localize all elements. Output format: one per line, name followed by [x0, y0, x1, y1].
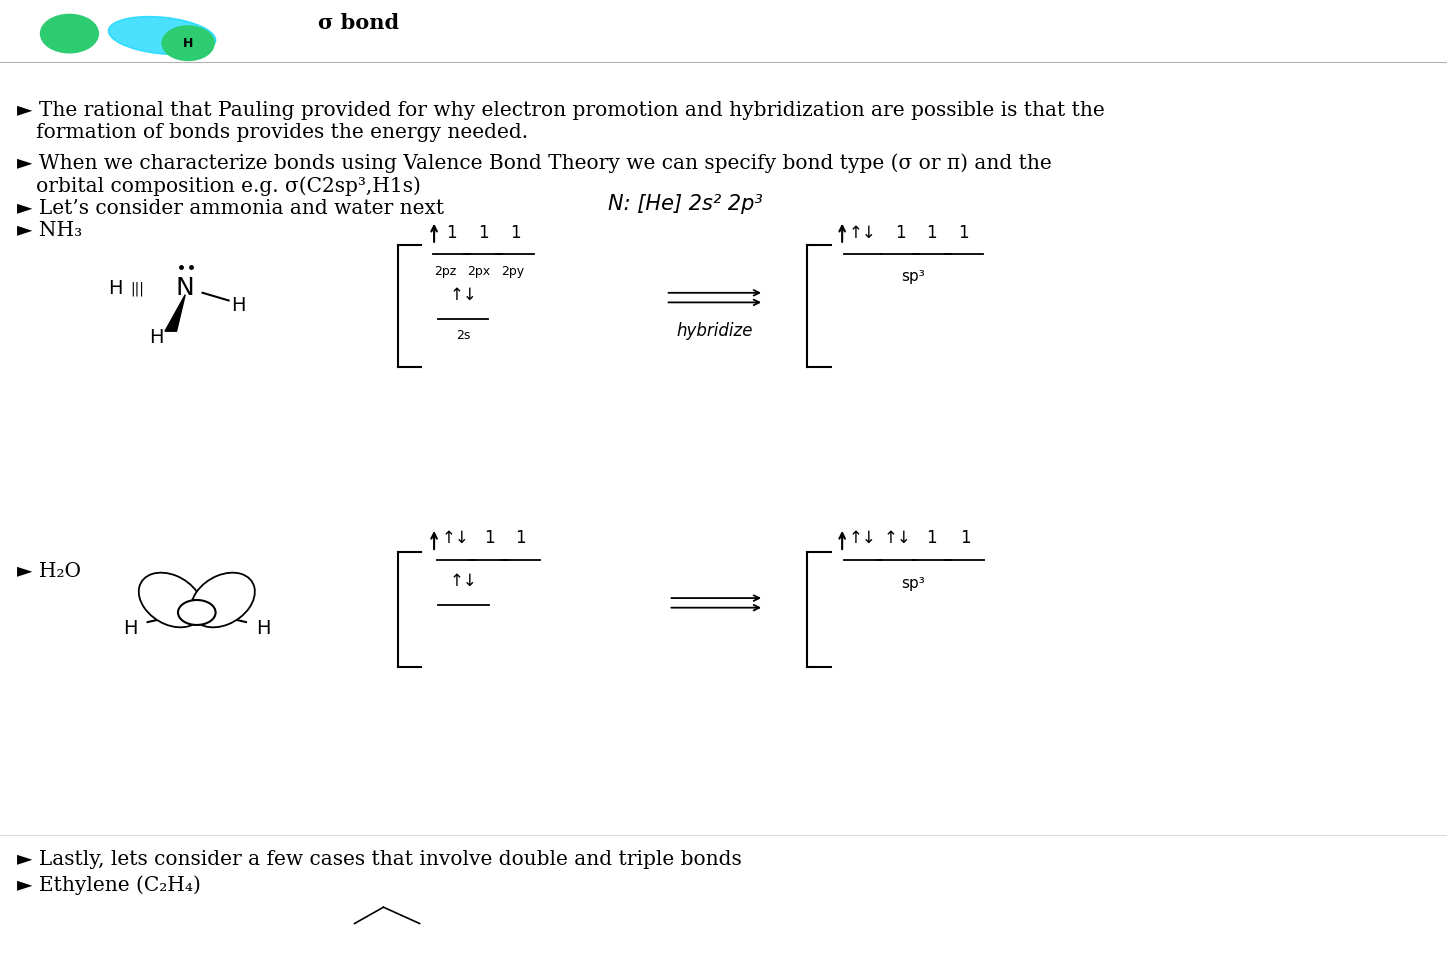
Text: sp³: sp³ — [901, 269, 925, 284]
Text: 2py: 2py — [501, 265, 524, 278]
Text: 1: 1 — [515, 529, 527, 547]
Text: 1: 1 — [959, 529, 971, 547]
Text: 1: 1 — [446, 224, 457, 242]
Polygon shape — [165, 295, 185, 331]
Ellipse shape — [109, 16, 216, 55]
Text: 1: 1 — [958, 224, 969, 242]
Text: |||: ||| — [130, 281, 145, 297]
Text: 2pz: 2pz — [434, 265, 457, 278]
Text: ↑↓: ↑↓ — [883, 529, 912, 547]
Text: sp³: sp³ — [901, 576, 925, 591]
Text: H: H — [256, 619, 271, 638]
Text: ↑↓: ↑↓ — [449, 572, 478, 590]
Text: H: H — [109, 278, 123, 298]
Text: 1: 1 — [894, 224, 906, 242]
Ellipse shape — [139, 573, 203, 627]
Text: 1: 1 — [509, 224, 521, 242]
Text: H: H — [149, 328, 164, 348]
Text: 1: 1 — [926, 529, 938, 547]
Text: ↑↓: ↑↓ — [449, 286, 478, 304]
Text: 1: 1 — [926, 224, 938, 242]
Circle shape — [41, 14, 98, 53]
Text: 1: 1 — [483, 529, 495, 547]
Text: N: [He] 2s² 2p³: N: [He] 2s² 2p³ — [608, 195, 763, 214]
Text: ↑↓: ↑↓ — [848, 529, 877, 547]
Text: ► The rational that Pauling provided for why electron promotion and hybridizatio: ► The rational that Pauling provided for… — [17, 101, 1106, 142]
Ellipse shape — [191, 573, 255, 627]
Text: ► When we characterize bonds using Valence Bond Theory we can specify bond type : ► When we characterize bonds using Valen… — [17, 154, 1052, 196]
Text: ► NH₃: ► NH₃ — [17, 221, 82, 240]
Text: ► H₂O: ► H₂O — [17, 562, 81, 581]
Text: ► Let’s consider ammonia and water next: ► Let’s consider ammonia and water next — [17, 199, 444, 218]
Text: ↑↓: ↑↓ — [848, 224, 877, 242]
Text: H: H — [232, 296, 246, 315]
Text: H: H — [182, 36, 194, 50]
Circle shape — [162, 26, 214, 60]
Text: ► Lastly, lets consider a few cases that involve double and triple bonds: ► Lastly, lets consider a few cases that… — [17, 850, 742, 869]
Text: σ bond: σ bond — [318, 13, 399, 33]
Text: H: H — [123, 619, 137, 638]
Text: 2px: 2px — [467, 265, 491, 278]
Text: 1: 1 — [478, 224, 489, 242]
Text: hybridize: hybridize — [677, 322, 752, 340]
Text: ↑↓: ↑↓ — [441, 529, 470, 547]
Circle shape — [178, 600, 216, 625]
Text: N: N — [177, 276, 194, 300]
Text: 2s: 2s — [456, 329, 470, 343]
Text: ► Ethylene (C₂H₄): ► Ethylene (C₂H₄) — [17, 876, 201, 895]
